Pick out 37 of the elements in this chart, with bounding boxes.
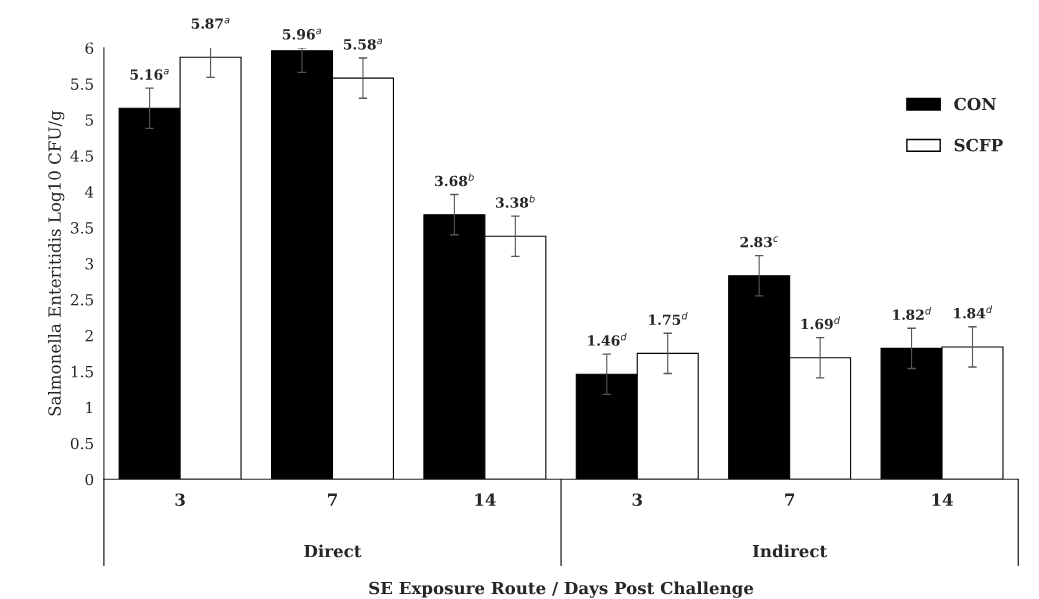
data-label: 1.69$^{d}$: [801, 316, 841, 330]
y-tick-label: 4: [84, 186, 94, 198]
x-tick-label: 7: [785, 493, 795, 506]
y-tick-label: 5.5: [71, 78, 93, 90]
x-tick-label: 3: [632, 493, 642, 506]
x-tick-label: 7: [328, 493, 337, 506]
x-tick-label: 14: [475, 493, 496, 506]
data-label: 5.87$^{a}$: [191, 17, 230, 29]
data-label: 3.38$^{b}$: [496, 194, 535, 208]
y-tick-label: 4.5: [70, 150, 93, 162]
data-label: 1.84$^{d}$: [954, 305, 993, 319]
y-tick-label: 0.5: [70, 437, 93, 450]
legend-label: CON: [954, 97, 996, 111]
data-label: 1.82$^{d}$: [893, 307, 932, 320]
y-tick-label: 1.5: [71, 365, 93, 378]
data-label: 1.46$^{d}$: [588, 332, 627, 346]
text: Indirect: [752, 544, 828, 558]
data-label: 3.68$^{b}$: [435, 173, 474, 187]
data-label: 2.83$^{c}$: [740, 236, 779, 248]
y-tick-label: 6: [85, 42, 94, 54]
y-tick-label: 5: [85, 114, 93, 126]
y-tick-label: 2: [85, 329, 93, 342]
text: Direct: [304, 544, 362, 558]
data-label: 5.16$^{a}$: [130, 68, 169, 80]
data-label: 5.96$^{a}$: [282, 28, 322, 40]
legend-label: SCFP: [954, 138, 1003, 152]
data-label: 1.75$^{d}$: [649, 312, 688, 325]
y-tick-label: 0: [85, 473, 94, 486]
y-tick-label: 1: [86, 401, 93, 414]
x-axis-title: SE Exposure Route / Days Post Challenge: [369, 581, 754, 598]
data-label: 5.58$^{a}$: [343, 38, 383, 50]
x-tick-label: 14: [932, 493, 953, 506]
x-tick-label: 3: [175, 493, 185, 506]
y-tick-label: 3: [85, 258, 94, 270]
y-tick-label: 2.5: [70, 293, 93, 306]
y-axis-title: Salmonella Enteritidis Log10 CFU/g: [47, 110, 65, 416]
y-tick-label: 3.5: [71, 222, 93, 234]
